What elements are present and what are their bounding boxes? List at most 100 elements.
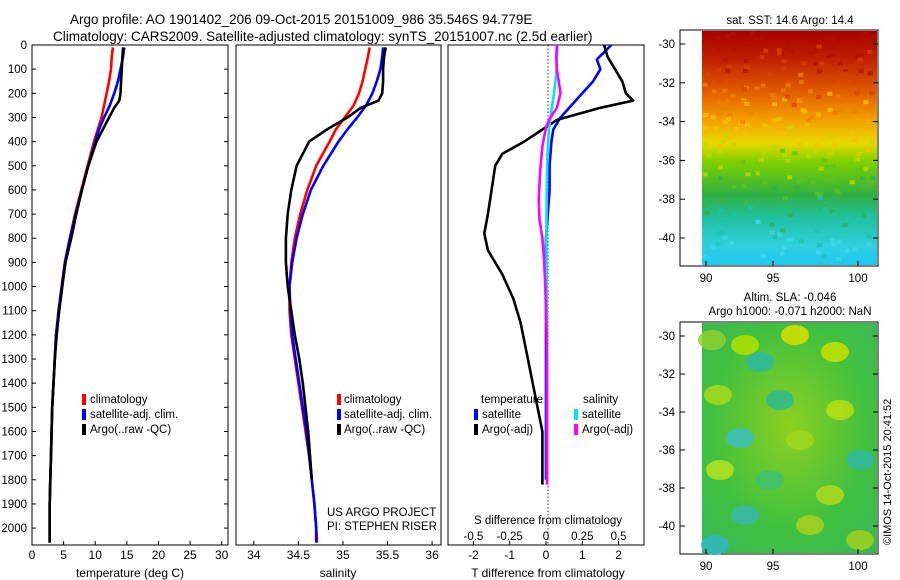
sst-texture-cell — [761, 149, 767, 154]
sst-texture-cell — [778, 131, 784, 136]
sst-texture-cell — [716, 68, 722, 73]
sst-texture-cell — [865, 148, 871, 153]
sst-texture-cell — [772, 234, 778, 239]
sst-texture-cell — [831, 212, 837, 217]
sst-texture-cell — [721, 105, 727, 110]
sst-texture-cell — [730, 212, 736, 217]
sst-texture-cell — [858, 53, 864, 57]
temperature-series-group — [48, 47, 126, 543]
sst-texture-cell — [776, 48, 782, 53]
salinity-panel: 34 34.5 35 35.5 36 salinity climatology sate… — [235, 44, 442, 580]
sla-texture-blob — [746, 352, 774, 372]
legend-label-climatology: climatology — [344, 394, 402, 406]
sst-texture-cell — [743, 68, 749, 73]
pi-credit: PI: STEPHEN RISER — [327, 521, 437, 533]
sst-texture-cell — [785, 83, 791, 88]
sst-texture-cell — [748, 111, 754, 116]
sst-texture-cell — [829, 209, 835, 214]
sst-texture-cell — [863, 100, 869, 105]
sst-texture-cell — [805, 118, 811, 123]
sst-texture-cell — [797, 142, 803, 147]
sst-texture-cell — [702, 77, 708, 82]
sst-texture-cell — [761, 253, 766, 258]
sst-texture-cell — [772, 186, 778, 191]
sst-texture-cell — [784, 94, 790, 99]
x-tick-label: 0 — [29, 548, 36, 562]
x-tick-label: 20 — [152, 548, 166, 562]
sst-texture-cell — [702, 172, 708, 177]
top-tick-label: 0 — [543, 531, 549, 543]
t-difference-label: T difference from climatology — [471, 566, 625, 580]
legend-label-satellite: satellite-adj. clim. — [90, 409, 178, 421]
salinity-x-ticks: 34 34.5 35 35.5 36 — [247, 541, 439, 562]
sst-texture-cell — [817, 242, 823, 247]
sst-texture-cell — [798, 72, 804, 77]
depth-tick-label: 1700 — [1, 451, 27, 463]
sst-texture-cell — [835, 94, 841, 99]
sst-texture-cell — [822, 207, 828, 211]
sst-texture-cell — [710, 115, 716, 120]
map-x-tick-label: 95 — [767, 273, 780, 285]
sst-texture-cell — [800, 108, 806, 113]
sst-texture-cell — [703, 113, 709, 117]
legend-swatch-s-argo — [574, 424, 578, 435]
sst-texture-cell — [762, 123, 768, 128]
sla-texture-blob — [846, 450, 874, 470]
sst-texture-cell — [744, 122, 750, 127]
x-tick-label: 35.5 — [376, 548, 400, 562]
map-x-tick-label: 100 — [848, 561, 867, 573]
x-tick-label: 0 — [543, 548, 550, 562]
sst-texture-cell — [722, 236, 728, 240]
sst-texture-cell — [758, 37, 764, 42]
sst-texture-cell — [702, 142, 707, 147]
series-line-argo-raw-qc- — [284, 47, 387, 480]
sst-texture-cell — [786, 132, 792, 136]
sla-map-ticks: -30 -32 -34 -36 -38 -40 90 95 100 — [658, 331, 878, 573]
sst-texture-cell — [854, 91, 860, 96]
sst-texture-cell — [703, 126, 709, 130]
sst-texture-cell — [740, 160, 746, 164]
sst-texture-cell — [710, 245, 716, 250]
depth-tick-label: 800 — [8, 233, 27, 245]
sst-texture-cell — [789, 237, 795, 242]
map-y-tick-label: -34 — [658, 407, 675, 419]
sst-texture-cell — [835, 257, 841, 261]
sst-texture-cell — [829, 177, 835, 181]
sst-texture-cell — [798, 97, 804, 102]
sst-texture-cell — [786, 42, 791, 47]
top-tick-label: -0.25 — [497, 531, 523, 543]
sst-texture-cell — [702, 254, 708, 259]
sst-texture-cell — [781, 97, 787, 102]
x-tick-label: 34 — [247, 548, 261, 562]
map-y-tick-label: -40 — [658, 521, 675, 533]
sst-texture-cell — [779, 251, 785, 256]
legend-swatch-s-satellite — [574, 409, 578, 420]
sst-texture-cell — [785, 158, 791, 163]
sst-texture-cell — [772, 118, 778, 123]
sst-texture-cell — [813, 149, 819, 153]
sst-texture-cell — [825, 103, 831, 108]
difference-panel: -2 -1 0 1 2 -0.5 -0.25 0 0.25 0.5 S difference f… — [447, 44, 645, 580]
sst-texture-cell — [739, 119, 745, 124]
series-line-argo-raw-qc- — [48, 47, 125, 543]
sla-texture-blob — [731, 505, 759, 525]
sst-texture-cell — [834, 189, 840, 193]
legend-swatch-argo — [82, 424, 86, 435]
sst-texture-cell — [870, 140, 875, 144]
sst-texture-cell — [729, 240, 735, 245]
sst-texture-cell — [850, 80, 856, 85]
sst-texture-cell — [718, 208, 724, 213]
sst-texture-cell — [821, 158, 827, 163]
x-tick-label: 1 — [579, 548, 586, 562]
sst-texture-cell — [723, 120, 729, 124]
sst-texture-cell — [849, 180, 855, 185]
depth-tick-label: 1600 — [1, 426, 27, 438]
sst-map-ticks: -30 -32 -34 -36 -38 -40 90 95 100 — [658, 39, 878, 285]
x-tick-label: 2 — [615, 548, 622, 562]
sst-texture-cell — [831, 111, 837, 115]
s-difference-label: S difference from climatology — [474, 515, 622, 527]
sst-texture-cell — [829, 221, 835, 226]
sst-texture-cell — [838, 61, 843, 66]
temperature-x-label: temperature (deg C) — [76, 566, 184, 580]
temperature-legend: climatology satellite-adj. clim. Argo(..… — [82, 394, 178, 436]
